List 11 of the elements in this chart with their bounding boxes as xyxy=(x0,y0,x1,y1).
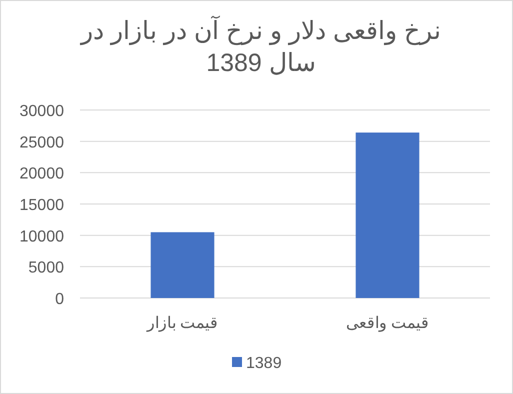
x-tick-label: قیمت بازار xyxy=(146,315,218,332)
y-tick-label: 20000 xyxy=(20,166,64,183)
x-tick-label: قیمت واقعی xyxy=(346,315,430,332)
y-tick-label: 5000 xyxy=(28,260,64,277)
y-tick-label: 15000 xyxy=(20,197,64,214)
y-tick-label: 10000 xyxy=(20,228,64,246)
chart-title: نرخ واقعی دلار و نرخ آن در بازار در سال 1389 xyxy=(79,15,442,79)
y-tick-label: 30000 xyxy=(20,103,64,120)
y-tick-label: 0 xyxy=(55,291,64,308)
legend-label: 1389 xyxy=(246,355,282,372)
y-tick-label: 25000 xyxy=(20,134,64,152)
